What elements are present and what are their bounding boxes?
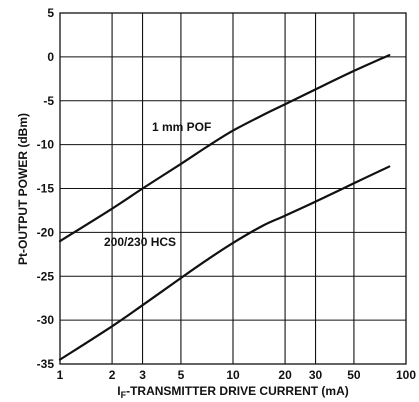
x-axis-label-prefix: I xyxy=(117,384,120,398)
x-tick-label: 50 xyxy=(347,368,361,382)
series-label-2: 200/230 HCS xyxy=(104,235,176,249)
y-tick-label: 0 xyxy=(47,50,54,64)
x-axis-label-rest: -TRANSMITTER DRIVE CURRENT (mA) xyxy=(126,384,349,398)
y-tick-label: -30 xyxy=(37,313,55,327)
series-label-1: 1 mm POF xyxy=(152,120,211,134)
y-tick-label: -20 xyxy=(37,225,55,239)
x-tick-label: 5 xyxy=(178,368,185,382)
y-axis-label: Pt-OUTPUT POWER (dBm) xyxy=(16,113,30,265)
x-axis-label: IF-TRANSMITTER DRIVE CURRENT (mA) xyxy=(117,384,349,400)
y-tick-label: -35 xyxy=(37,357,55,371)
y-tick-label: -5 xyxy=(43,94,54,108)
y-tick-labels: 5 0 -5 -10 -15 -20 -25 -30 -35 xyxy=(37,6,55,371)
x-tick-label: 10 xyxy=(226,368,240,382)
y-tick-label: -25 xyxy=(37,269,55,283)
y-tick-label: 5 xyxy=(47,6,54,20)
grid-lines xyxy=(60,13,406,364)
y-tick-label: -10 xyxy=(37,138,55,152)
x-tick-label: 1 xyxy=(57,368,64,382)
data-curves xyxy=(58,54,391,361)
plot-frame xyxy=(59,12,407,365)
series-line-2 xyxy=(58,165,391,361)
x-tick-labels: 1 2 3 5 10 20 30 50 100 xyxy=(57,368,417,382)
x-tick-label: 20 xyxy=(278,368,292,382)
x-tick-label: 3 xyxy=(139,368,146,382)
x-axis-label-subscript: F xyxy=(121,390,127,400)
y-tick-label: -15 xyxy=(37,182,55,196)
series-line-1 xyxy=(58,54,391,243)
x-tick-label: 2 xyxy=(109,368,116,382)
series-annotations: 1 mm POF 200/230 HCS xyxy=(104,120,211,249)
x-tick-label: 30 xyxy=(309,368,323,382)
x-tick-label: 100 xyxy=(396,368,416,382)
